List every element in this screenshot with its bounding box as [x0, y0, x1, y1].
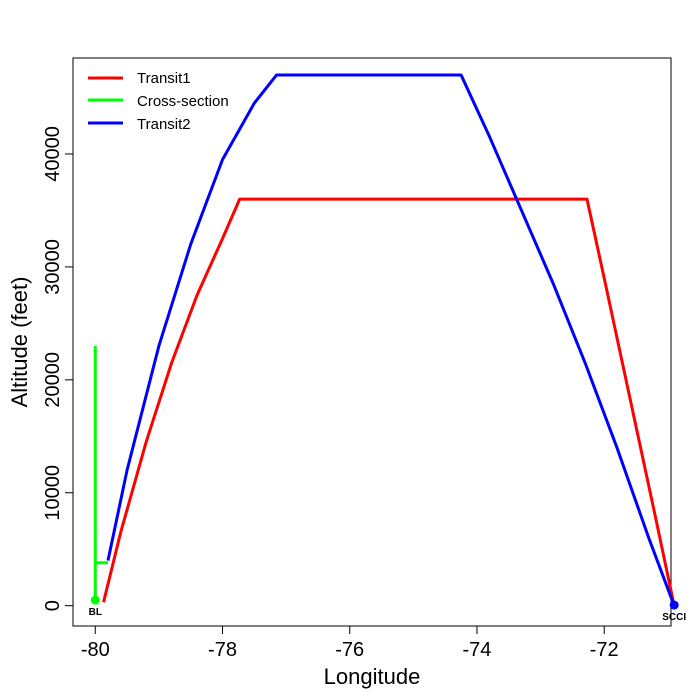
point-marker-bl: [90, 595, 100, 605]
y-tick-label: 20000: [42, 352, 64, 408]
y-tick-label: 0: [42, 600, 64, 611]
y-tick-label: 30000: [42, 239, 64, 295]
y-tick-label: 10000: [42, 465, 64, 521]
series-layer: [93, 73, 676, 607]
legend-label-cross-section: Cross-section: [137, 93, 229, 110]
x-tick-label: -74: [463, 639, 492, 661]
legend: Transit1 Cross-section Transit2: [88, 70, 229, 133]
y-tick-label: 40000: [42, 126, 64, 182]
legend-label-transit1: Transit1: [137, 70, 191, 87]
plot-frame: [72, 57, 672, 627]
x-axis-label: Longitude: [324, 664, 421, 689]
y-axis-label: Altitude (feet): [7, 277, 32, 408]
series-line-transit2: [106, 73, 676, 607]
x-tick-label: -78: [208, 639, 237, 661]
point-marker-scci: [669, 600, 679, 610]
x-axis: -80 -78 -76 -74 -72: [81, 625, 619, 661]
legend-label-transit2: Transit2: [137, 116, 191, 133]
x-tick-label: -76: [335, 639, 364, 661]
points-layer: BL SCCI: [89, 595, 686, 623]
point-label-bl: BL: [89, 607, 102, 618]
x-tick-label: -72: [590, 639, 619, 661]
point-label-scci: SCCI: [662, 612, 686, 623]
x-tick-label: -80: [81, 639, 110, 661]
y-axis: 0 10000 20000 30000 40000: [42, 126, 74, 611]
series-line-transit1: [102, 197, 676, 606]
